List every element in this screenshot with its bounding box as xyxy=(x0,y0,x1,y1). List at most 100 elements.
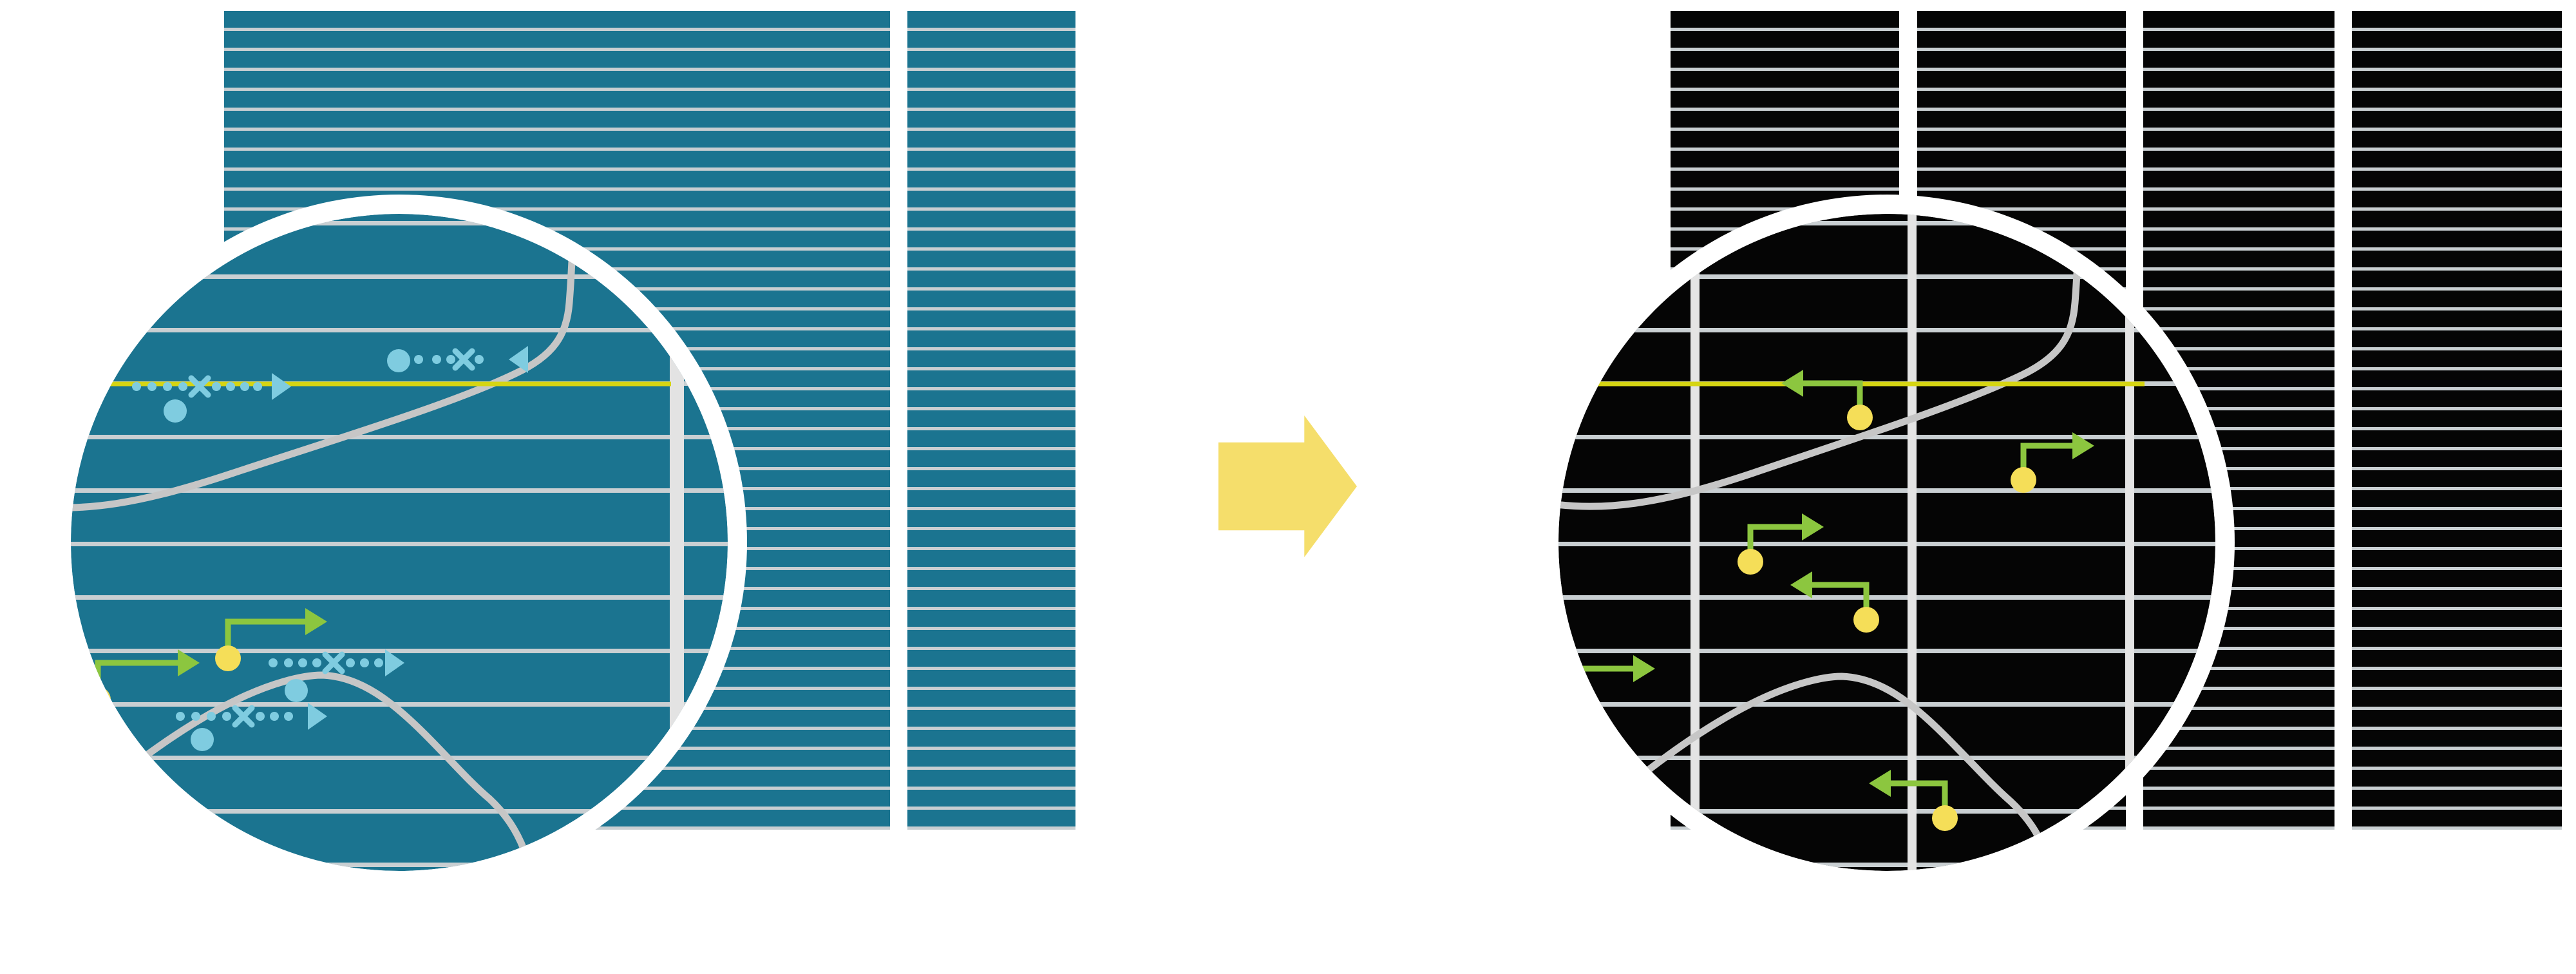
cyan-dot xyxy=(360,658,369,667)
green-arrowhead-icon xyxy=(1802,513,1824,540)
cyan-dot xyxy=(312,658,321,667)
trace-lower xyxy=(80,671,535,871)
cyan-dot xyxy=(374,658,383,667)
cyan-dot xyxy=(414,355,423,364)
green-arrowhead-icon xyxy=(2072,432,2094,459)
stripe-line xyxy=(1671,807,2562,810)
stripe-line-magnified xyxy=(71,221,728,225)
stripe-line-magnified xyxy=(71,435,728,439)
green-arrowhead-icon xyxy=(1633,655,1655,682)
stripe-line xyxy=(224,207,1075,211)
grid-col-line-2 xyxy=(1908,214,1917,871)
cyan-dot xyxy=(284,712,293,721)
stripe-line-magnified xyxy=(71,274,728,279)
cyan-dot xyxy=(207,712,216,721)
transform-arrow xyxy=(1218,415,1357,557)
yellow-dot-marker xyxy=(1738,549,1763,575)
stripe-line xyxy=(1671,227,2562,231)
cyan-dot xyxy=(270,712,279,721)
stripe-line xyxy=(224,247,1075,251)
stripe-line xyxy=(224,88,1075,91)
stripe-line xyxy=(1671,88,2562,91)
cyan-dot xyxy=(178,382,187,391)
stripe-line xyxy=(224,227,1075,231)
green-arrowhead-icon xyxy=(1869,770,1891,797)
stripe-line-magnified xyxy=(71,863,728,867)
green-arrowhead-icon xyxy=(1790,571,1812,598)
yellow-dot-marker xyxy=(2011,467,2036,493)
stripe-line xyxy=(224,287,1075,291)
trace-lower xyxy=(1600,673,2056,871)
stripe-line xyxy=(1671,167,2562,171)
stripe-line xyxy=(1671,28,2562,31)
stripe-line xyxy=(224,68,1075,71)
green-arrow-right-1 xyxy=(1781,370,1873,430)
trace-upper xyxy=(71,214,578,511)
cyan-dot-large-4 xyxy=(191,728,214,751)
cyan-dot xyxy=(132,382,141,391)
stripe-line xyxy=(1671,267,2562,271)
cyan-dot xyxy=(222,712,231,721)
green-arrow-right-4 xyxy=(1790,571,1879,633)
yellow-dot-marker xyxy=(1932,805,1958,831)
cyan-dot xyxy=(212,382,221,391)
green-arrow-right-2 xyxy=(2011,432,2094,493)
stripe-line-magnified xyxy=(1558,221,2215,225)
cyan-dot-large-3 xyxy=(285,679,308,702)
stripe-line-magnified xyxy=(71,488,728,493)
cyan-cross-icon xyxy=(322,651,345,674)
cyan-dot xyxy=(253,382,262,391)
stripe-line-magnified xyxy=(1558,702,2215,707)
stripe-line xyxy=(224,48,1075,51)
cyan-dot xyxy=(191,712,200,721)
yellow-dot-marker xyxy=(1847,405,1873,430)
stripe-line-magnified xyxy=(1558,435,2215,439)
stripe-line-magnified xyxy=(1558,488,2215,493)
stripe-line-magnified xyxy=(1558,649,2215,653)
cyan-dot xyxy=(256,712,265,721)
cyan-dotted-arrow-4 xyxy=(176,703,327,730)
stripe-line xyxy=(224,128,1075,131)
green-arrow-left-2 xyxy=(215,608,327,671)
stripe-line xyxy=(224,167,1075,171)
green-arrowhead-icon xyxy=(1781,370,1803,397)
stripe-line-magnified xyxy=(1558,756,2215,760)
stripe-line xyxy=(1671,128,2562,131)
stripe-line xyxy=(224,187,1075,191)
stripe-line-magnified xyxy=(71,809,728,814)
stripe-line-magnified xyxy=(1558,274,2215,279)
cyan-dot-large-1 xyxy=(164,399,187,423)
stripe-line-magnified xyxy=(1558,328,2215,332)
stripe-line-magnified xyxy=(71,328,728,332)
stripe-line-magnified xyxy=(1558,595,2215,600)
cyan-dot xyxy=(226,382,235,391)
stripe-line xyxy=(1671,187,2562,191)
grid-col-line-3 xyxy=(2125,214,2134,871)
trace-upper xyxy=(1558,214,2084,510)
cyan-dot xyxy=(346,658,355,667)
green-arrow-right-3 xyxy=(1738,513,1824,575)
stripe-line-magnified xyxy=(1558,863,2215,867)
cyan-dot xyxy=(163,382,172,391)
stripe-line xyxy=(224,108,1075,111)
green-arrow-right-6 xyxy=(1869,770,1958,831)
reference-rule xyxy=(93,381,671,387)
grid-col-line-1 xyxy=(1690,214,1700,871)
stripe-line xyxy=(224,148,1075,151)
stripe-line xyxy=(1671,247,2562,251)
stripe-line xyxy=(224,787,1075,790)
stripe-line xyxy=(1671,207,2562,211)
cyan-cross-icon xyxy=(452,348,475,371)
green-arrowhead-icon xyxy=(178,649,200,676)
magnifier-left-content xyxy=(71,214,728,871)
cyan-dot xyxy=(269,658,278,667)
stripe-line xyxy=(224,826,1075,830)
cyan-dot xyxy=(176,712,185,721)
cyan-arrowhead-icon xyxy=(308,703,327,730)
cyan-arrowhead-icon xyxy=(509,346,528,373)
cyan-dotted-arrow-2 xyxy=(414,346,528,373)
cyan-arrowhead-icon xyxy=(385,649,404,676)
cyan-cross-icon xyxy=(232,705,255,728)
stripe-line-magnified xyxy=(1558,542,2215,546)
stripe-line-magnified xyxy=(71,649,728,653)
